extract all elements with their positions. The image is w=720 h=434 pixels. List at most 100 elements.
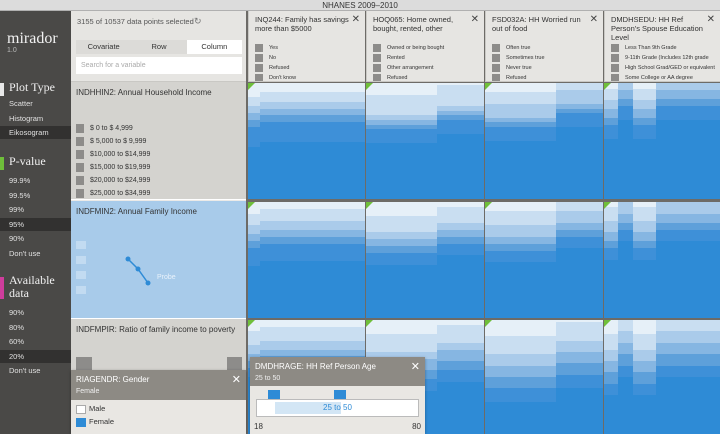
available-data-option[interactable]: Don't use: [9, 366, 41, 375]
available-data-option[interactable]: 20%: [0, 349, 71, 363]
eikosogram-strip: [633, 83, 657, 199]
row-level: $25,000 to $34,999: [76, 188, 150, 199]
plot-type-option[interactable]: Scatter: [9, 99, 33, 108]
eikosogram-cell[interactable]: [485, 83, 603, 199]
close-icon[interactable]: ✕: [706, 14, 715, 25]
eikosogram-cell[interactable]: [604, 202, 720, 318]
gender-option-male[interactable]: Male: [76, 404, 105, 414]
eikosogram-strip: [617, 320, 633, 434]
column-level: Never true: [492, 63, 532, 73]
close-icon[interactable]: ✕: [231, 374, 241, 386]
pvalue-option[interactable]: 99.9%: [9, 176, 31, 185]
pvalue-option[interactable]: 99%: [9, 205, 25, 214]
eikosogram-strip: [248, 202, 260, 318]
plot-type-marker: [0, 83, 4, 96]
available-data-option[interactable]: 60%: [9, 337, 25, 346]
significance-marker: [248, 320, 255, 327]
eikosogram-cell[interactable]: [604, 83, 720, 199]
column-variable-header[interactable]: DMDHSEDU: HH Ref Person's Spouse Educati…: [604, 11, 720, 82]
row-variable-indhhin2[interactable]: INDHHIN2: Annual Household Income $ 0 to…: [71, 82, 246, 200]
probe-trace: [76, 241, 151, 294]
eikosogram-cell[interactable]: [248, 202, 365, 318]
eikosogram-strip: [633, 320, 657, 434]
eikosogram-band: [617, 120, 633, 199]
eikosogram-cell[interactable]: [366, 202, 484, 318]
eikosogram-strip: [485, 83, 556, 199]
row-level: $20,000 to $24,999: [76, 175, 150, 186]
age-panel-subtitle: 25 to 50: [255, 375, 281, 382]
app-version: 1.0: [7, 47, 17, 54]
column-level: Other arrangement: [373, 63, 433, 73]
eikosogram-cell[interactable]: [604, 320, 720, 434]
eikosogram-cell[interactable]: [248, 83, 365, 199]
eikosogram-cell[interactable]: [485, 320, 603, 434]
checkbox-icon: [76, 417, 86, 427]
slider-handle-high[interactable]: [334, 390, 347, 399]
significance-marker: [604, 202, 611, 209]
age-panel-title: DMDHRAGE: HH Ref Person Age: [255, 362, 376, 371]
slider-min-label: 18: [254, 422, 263, 431]
age-range-slider[interactable]: 25 to 50: [256, 399, 419, 417]
eikosogram-band: [485, 141, 556, 199]
checkbox-icon: [76, 404, 86, 414]
column-variable-header[interactable]: HOQ065: Home owned, bought, rented, othe…: [366, 11, 484, 82]
eikosogram-band: [617, 377, 633, 434]
eikosogram-band: [248, 146, 260, 199]
app-name: mirador: [7, 30, 58, 47]
available-data-heading: Available data: [9, 273, 55, 300]
significance-marker: [485, 320, 492, 327]
slider-handle-low[interactable]: [268, 390, 281, 399]
available-data-option[interactable]: 80%: [9, 322, 25, 332]
plot-type-option[interactable]: Histogram: [9, 113, 44, 123]
gender-option-female[interactable]: Female: [76, 417, 114, 427]
eikosogram-strip: [259, 202, 365, 318]
eikosogram-strip: [604, 83, 618, 199]
eikosogram-cell[interactable]: [485, 202, 603, 318]
eikosogram-band: [656, 241, 720, 318]
close-icon[interactable]: ✕: [589, 14, 598, 25]
eikosogram-strip: [604, 202, 618, 318]
column-level: Sometimes true: [492, 53, 545, 63]
row-variable-indfmin2[interactable]: INDFMIN2: Annual Family Income Probe: [71, 201, 246, 319]
tab-bar: Covariate Row Column: [76, 40, 242, 54]
significance-marker: [366, 202, 373, 209]
significance-marker: [604, 83, 611, 90]
tab-row[interactable]: Row: [131, 40, 187, 54]
pvalue-option[interactable]: Don't use: [9, 248, 41, 258]
eikosogram-cell[interactable]: [366, 83, 484, 199]
row-level-swatch: [227, 357, 242, 371]
plot-type-heading: Plot Type: [9, 80, 55, 94]
column-variable-header[interactable]: FSD032A: HH Worried run out of food ✕ Ofte…: [485, 11, 603, 82]
significance-marker: [366, 83, 373, 90]
close-icon[interactable]: ✕: [470, 14, 479, 25]
pvalue-option[interactable]: 99.5%: [9, 190, 31, 200]
eikosogram-strip: [259, 83, 365, 199]
column-variable-name: DMDHSEDU: HH Ref Person's Spouse Educati…: [611, 15, 703, 42]
eikosogram-band: [259, 261, 365, 318]
tab-column[interactable]: Column: [186, 40, 242, 54]
available-data-marker: [0, 277, 4, 299]
available-data-option[interactable]: 90%: [9, 308, 25, 317]
refresh-icon[interactable]: ↻: [194, 16, 202, 26]
eikosogram-strip: [555, 202, 603, 318]
sidebar: mirador 1.0 Plot Type Scatter Histogram Ei…: [0, 11, 71, 434]
column-variable-name: HOQ065: Home owned, bought, rented, othe…: [373, 15, 454, 33]
row-level: $ 5,000 to $ 9,999: [76, 136, 146, 147]
column-variable-header[interactable]: INQ244: Family has savings more than $50…: [248, 11, 365, 82]
column-level: Less Than 9th Grade: [611, 43, 677, 53]
column-level: Refused: [373, 73, 408, 81]
tab-covariate[interactable]: Covariate: [76, 40, 132, 54]
eikosogram-strip: [656, 320, 720, 434]
close-icon[interactable]: ✕: [410, 361, 420, 373]
variable-panel-header: 3155 of 10537 data points selected ↻ Cov…: [71, 11, 246, 82]
eikosogram-strip: [656, 83, 720, 199]
eikosogram-strip: [656, 202, 720, 318]
gender-filter-panel: RIAGENDR: Gender Female ✕ Male Female: [71, 370, 246, 434]
close-icon[interactable]: ✕: [351, 14, 360, 25]
pvalue-option[interactable]: 90%: [9, 234, 25, 243]
eikosogram-band: [366, 143, 437, 199]
pvalue-option[interactable]: 95%: [0, 217, 71, 231]
plot-type-option[interactable]: Eikosogram: [0, 126, 71, 139]
search-input[interactable]: Search for a variable: [76, 57, 242, 74]
